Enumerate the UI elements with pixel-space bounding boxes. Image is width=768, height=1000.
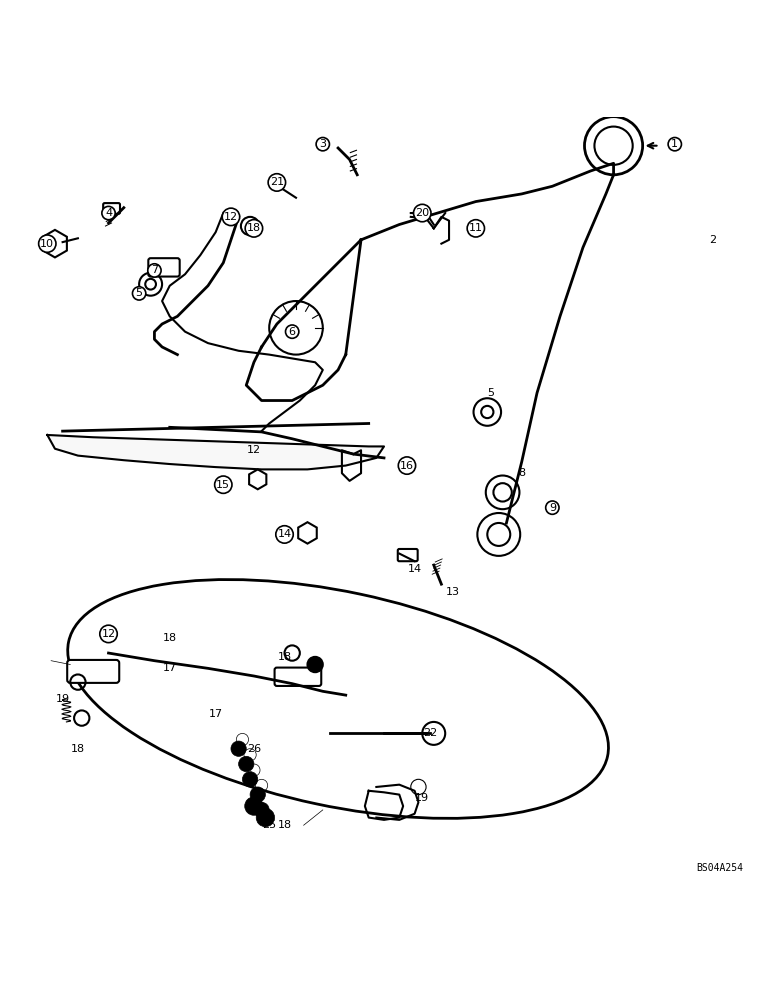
Text: 25: 25 bbox=[262, 820, 276, 830]
Text: 6: 6 bbox=[289, 327, 296, 337]
Text: 2: 2 bbox=[710, 235, 717, 245]
Text: 5: 5 bbox=[136, 288, 143, 298]
Text: 18: 18 bbox=[247, 223, 261, 233]
Text: 9: 9 bbox=[549, 503, 556, 513]
Text: 12: 12 bbox=[247, 445, 261, 455]
Circle shape bbox=[239, 756, 254, 772]
Circle shape bbox=[257, 808, 275, 827]
FancyBboxPatch shape bbox=[67, 660, 119, 683]
FancyBboxPatch shape bbox=[103, 203, 120, 214]
FancyBboxPatch shape bbox=[275, 668, 321, 686]
Text: 16: 16 bbox=[400, 461, 414, 471]
Text: 12: 12 bbox=[101, 629, 115, 639]
Text: BS04A254: BS04A254 bbox=[697, 863, 743, 873]
Text: 14: 14 bbox=[277, 529, 292, 539]
Text: 14: 14 bbox=[408, 564, 422, 574]
Text: 18: 18 bbox=[277, 820, 292, 830]
Circle shape bbox=[254, 802, 270, 818]
Circle shape bbox=[243, 772, 258, 787]
FancyBboxPatch shape bbox=[398, 549, 418, 561]
Circle shape bbox=[245, 797, 263, 815]
Text: 21: 21 bbox=[270, 177, 284, 187]
Text: 1: 1 bbox=[671, 139, 678, 149]
Text: 18: 18 bbox=[277, 652, 292, 662]
Text: 12: 12 bbox=[224, 212, 238, 222]
FancyBboxPatch shape bbox=[148, 258, 180, 277]
Text: 18: 18 bbox=[163, 633, 177, 643]
Text: 8: 8 bbox=[518, 468, 525, 478]
Circle shape bbox=[307, 657, 323, 672]
Text: 22: 22 bbox=[423, 728, 437, 738]
Text: 17: 17 bbox=[163, 663, 177, 673]
Text: 17: 17 bbox=[209, 709, 223, 719]
Text: 15: 15 bbox=[217, 480, 230, 490]
Text: 13: 13 bbox=[446, 587, 460, 597]
Circle shape bbox=[231, 741, 247, 756]
Text: 5: 5 bbox=[488, 388, 495, 398]
Text: 20: 20 bbox=[415, 208, 429, 218]
Text: 18: 18 bbox=[71, 744, 85, 754]
Text: 7: 7 bbox=[151, 265, 158, 275]
Text: 4: 4 bbox=[105, 208, 112, 218]
Polygon shape bbox=[48, 435, 384, 469]
Text: 19: 19 bbox=[55, 694, 70, 704]
Text: 19: 19 bbox=[415, 793, 429, 803]
Text: 26: 26 bbox=[247, 744, 261, 754]
Text: 11: 11 bbox=[468, 223, 483, 233]
Text: 3: 3 bbox=[319, 139, 326, 149]
Circle shape bbox=[250, 787, 266, 802]
Text: 10: 10 bbox=[40, 239, 55, 249]
